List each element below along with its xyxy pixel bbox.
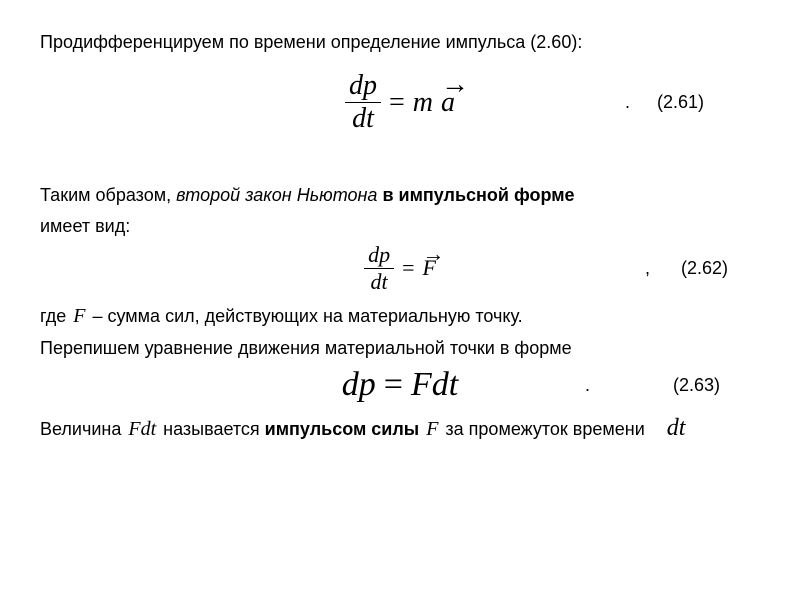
equation-number-262: (2.62) <box>681 258 728 279</box>
fraction-dpdt: dp dt <box>345 72 381 133</box>
equals-sign: = <box>384 366 403 404</box>
text: за промежуток времени <box>440 419 644 439</box>
paragraph-thus: Таким образом, второй закон Ньютона в им… <box>40 183 760 207</box>
inline-dt: dt <box>665 415 688 441</box>
text-bold: импульсом силы <box>265 419 420 439</box>
denominator-dt: dt <box>367 271 392 293</box>
text: Продифференцируем по времени определение… <box>40 32 530 52</box>
denominator-dt: dt <box>348 105 378 133</box>
symbol-Fdt: Fdt <box>411 366 458 404</box>
text: Перепишем уравнение движения материально… <box>40 338 572 358</box>
ref-260: (2.60): <box>530 32 582 52</box>
inline-Fdt: Fdt <box>126 418 158 440</box>
symbol-m: m <box>413 87 433 119</box>
equation-punct-263: . <box>585 375 590 396</box>
equation-row-262: dp dt = → F , (2.62) <box>40 244 760 293</box>
paragraph-rewrite: Перепишем уравнение движения материально… <box>40 336 760 360</box>
symbol-dp: dp <box>342 366 376 404</box>
equation-number-263: (2.63) <box>673 375 720 396</box>
paragraph-has-form: имеет вид: <box>40 214 760 238</box>
equals-sign: = <box>402 255 414 281</box>
text: – сумма сил, действующих на материальную… <box>88 306 523 326</box>
arrow-icon: → <box>422 241 435 267</box>
text: где <box>40 306 71 326</box>
equation-262: dp dt = → F <box>364 244 436 293</box>
paragraph-intro: Продифференцируем по времени определение… <box>40 30 760 54</box>
block-newton-impulse: Таким образом, второй закон Ньютона в им… <box>40 183 760 444</box>
text: Таким образом, <box>40 185 176 205</box>
vector-a: → a <box>441 87 455 119</box>
equation-263: dp = Fdt <box>342 366 458 404</box>
numerator-dp: dp <box>345 72 381 100</box>
equation-number-261: (2.61) <box>657 92 704 113</box>
text-italic: второй закон Ньютона <box>176 185 377 205</box>
equation-punct-262: , <box>645 258 650 279</box>
text: Величина <box>40 419 126 439</box>
inline-F: F <box>71 305 87 327</box>
equation-row-261: dp dt = m → a . (2.61) <box>40 72 760 133</box>
equals-sign: = <box>389 87 405 119</box>
paragraph-impulse-of-force: Величина Fdt называется импульсом силы F… <box>40 412 760 444</box>
equation-row-263: dp = Fdt . (2.63) <box>40 366 760 404</box>
arrow-icon: → <box>441 69 455 101</box>
numerator-dp: dp <box>364 244 394 266</box>
text-bold: в импульсной форме <box>377 185 574 205</box>
inline-F: F <box>424 418 440 440</box>
fraction-dpdt-2: dp dt <box>364 244 394 293</box>
text: имеет вид: <box>40 216 130 236</box>
vector-F: → F <box>422 255 435 281</box>
text: называется <box>158 419 265 439</box>
paragraph-where-F: где F – сумма сил, действующих на матери… <box>40 303 760 330</box>
equation-261: dp dt = m → a <box>345 72 455 133</box>
page: Продифференцируем по времени определение… <box>0 0 800 600</box>
equation-punct-261: . <box>625 92 630 113</box>
